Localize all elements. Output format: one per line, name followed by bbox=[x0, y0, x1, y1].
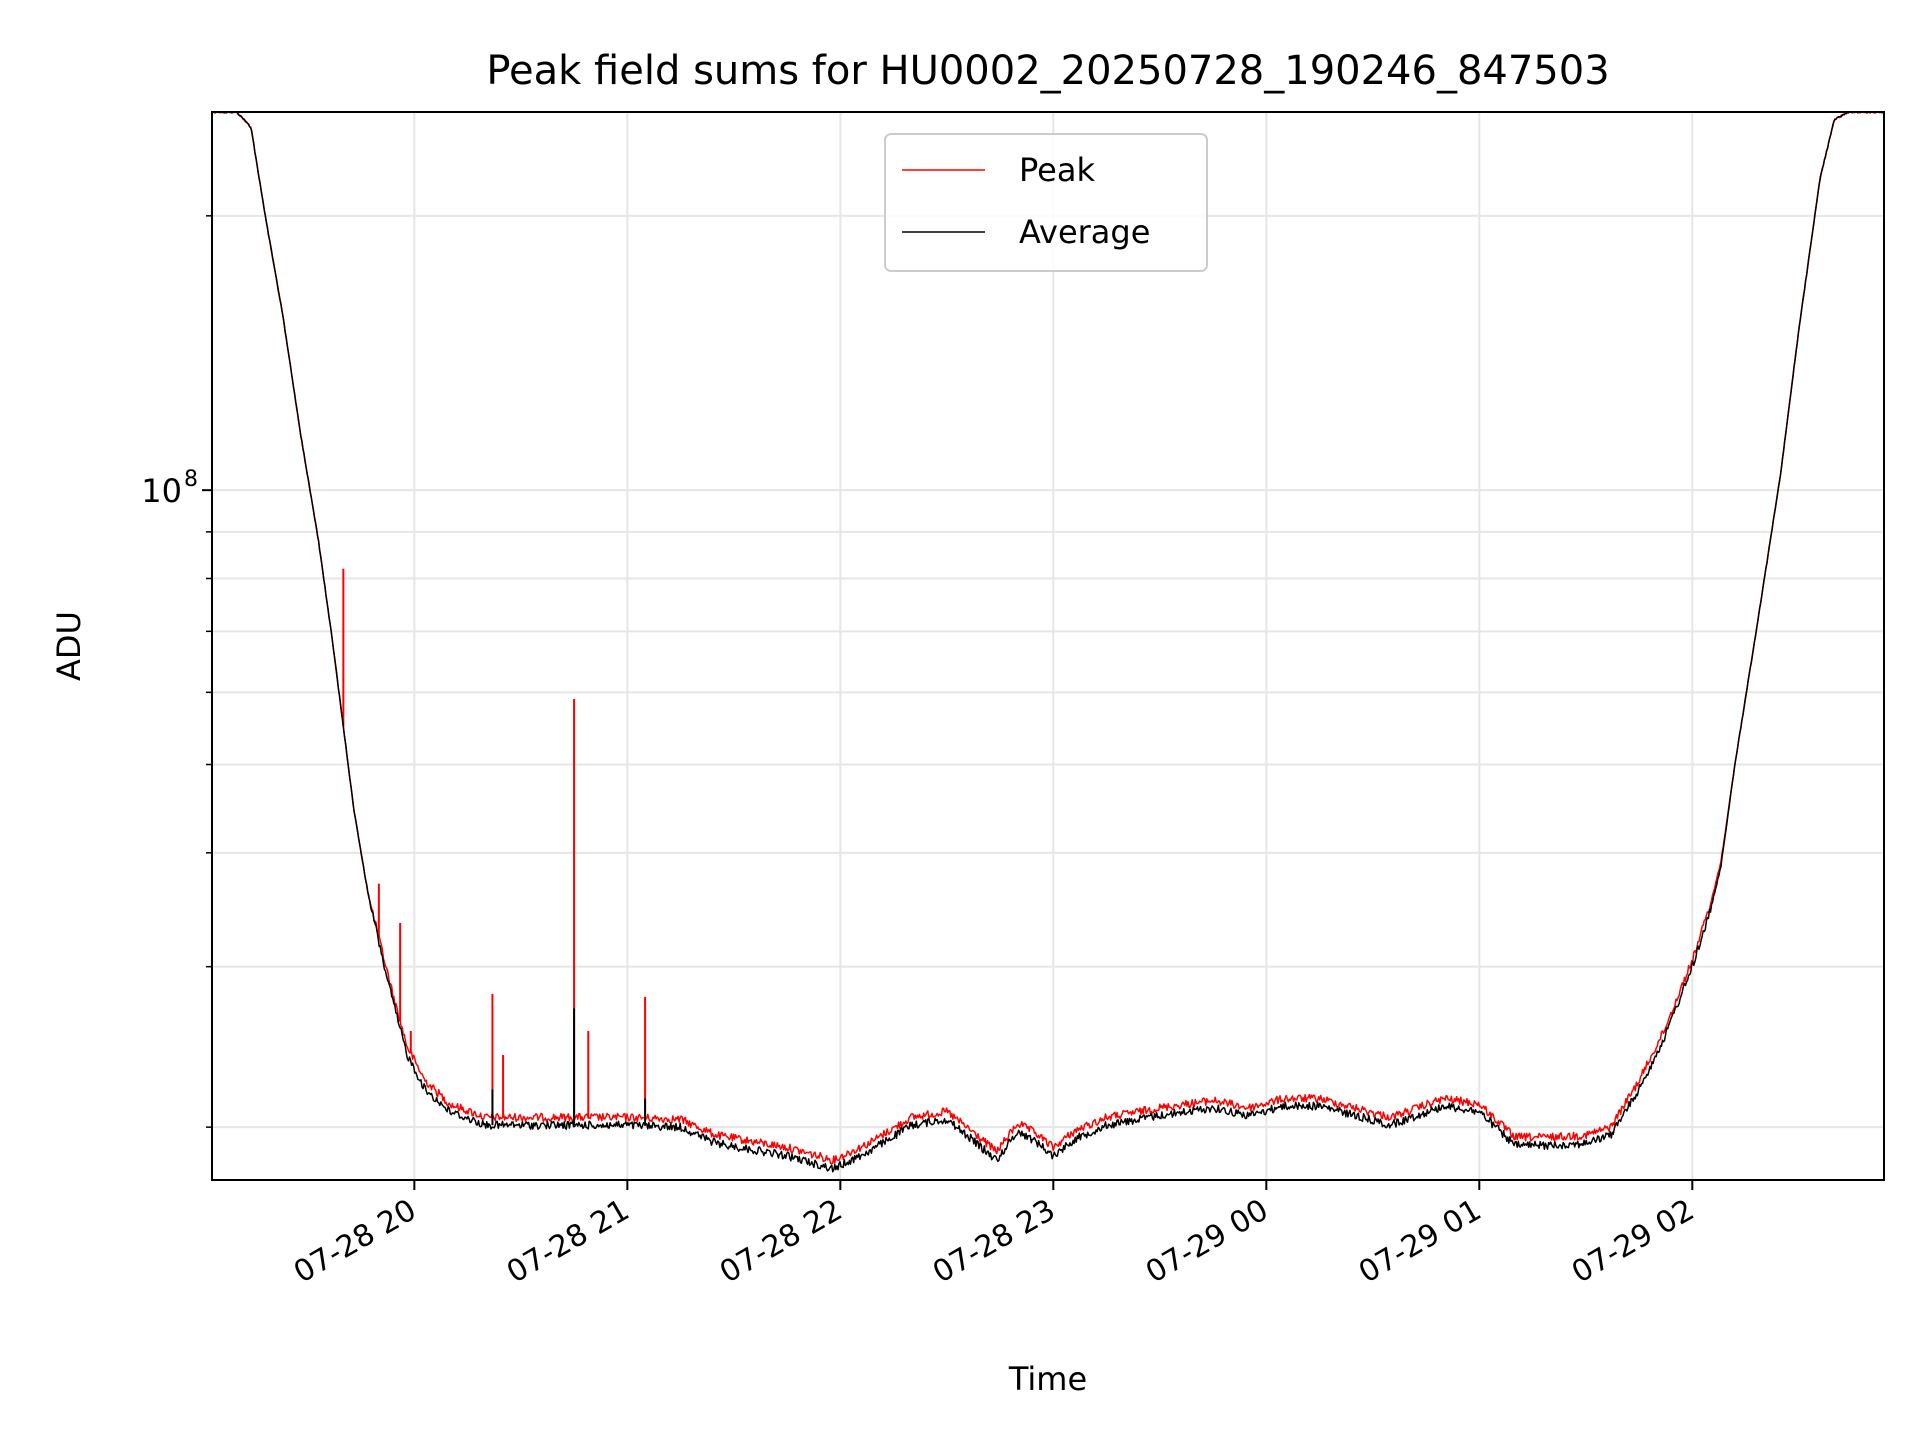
x-tick-label: 07-28 21 bbox=[501, 1193, 635, 1291]
plot-frame bbox=[211, 111, 1885, 1181]
legend: Peak Average bbox=[884, 133, 1208, 272]
legend-box bbox=[884, 133, 1208, 272]
y-tick-label-exponent: 8 bbox=[184, 467, 198, 492]
legend-average-label: Average bbox=[1019, 213, 1150, 251]
series-layer bbox=[211, 111, 1885, 1173]
y-tick-label: 10 bbox=[141, 472, 182, 510]
series-line-average bbox=[212, 111, 1884, 1173]
chart-title: Peak field sums for HU0002_20250728_1902… bbox=[486, 48, 1609, 94]
x-tick-label: 07-28 22 bbox=[714, 1193, 848, 1291]
x-tick-label: 07-29 01 bbox=[1353, 1193, 1487, 1291]
x-tick-label: 07-28 20 bbox=[288, 1193, 422, 1291]
x-tick-label: 07-28 23 bbox=[927, 1193, 1061, 1291]
x-tick-label: 07-29 02 bbox=[1566, 1193, 1700, 1291]
y-axis-label: ADU bbox=[50, 611, 88, 681]
x-tick-label: 07-29 00 bbox=[1140, 1193, 1274, 1291]
legend-peak-label: Peak bbox=[1019, 151, 1095, 189]
x-axis-label: Time bbox=[1008, 1360, 1087, 1398]
grid bbox=[212, 112, 1884, 1180]
series-line-peak bbox=[211, 111, 1885, 1165]
axes: 07-28 20 07-28 21 07-28 22 07-28 23 07-29 00… bbox=[141, 215, 1700, 1291]
